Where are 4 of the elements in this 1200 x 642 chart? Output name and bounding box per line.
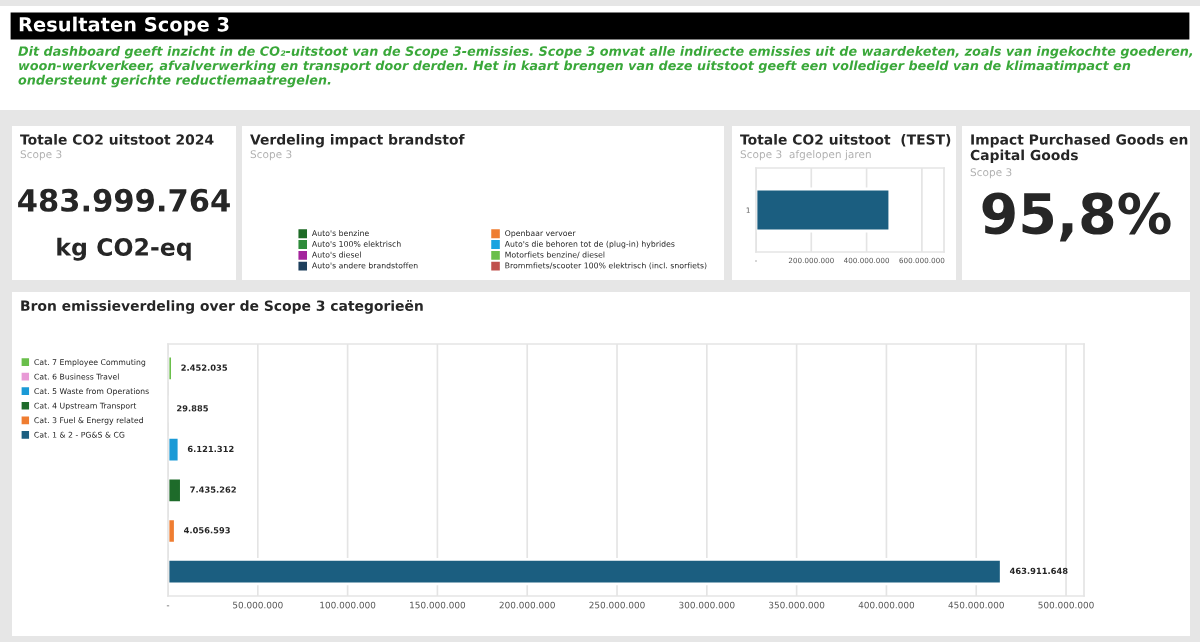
text: 483.999.764 (18, 188, 230, 212)
text: kg CO2-eq (57, 237, 191, 261)
text: Resultaten Scope 3 (19, 16, 229, 36)
text: 95,8% (982, 192, 1171, 242)
